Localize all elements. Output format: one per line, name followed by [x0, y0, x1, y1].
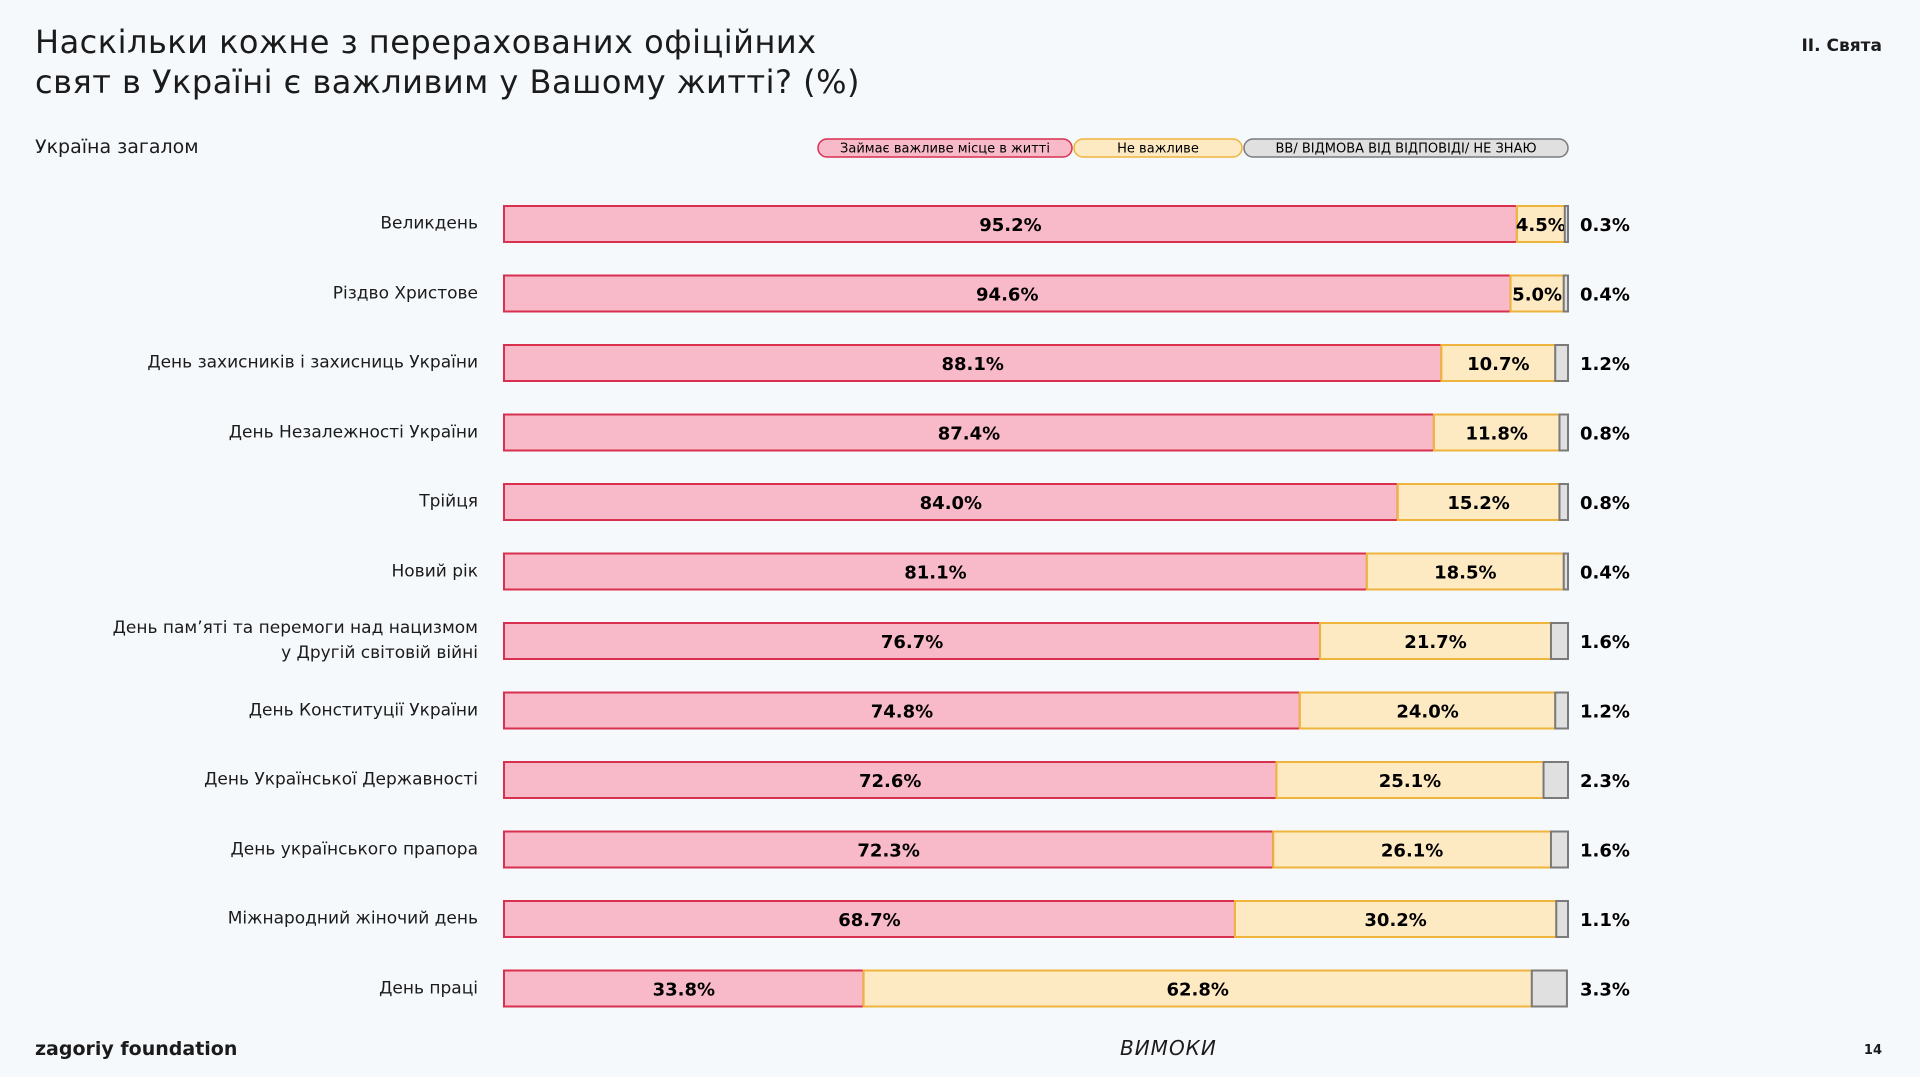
value-label: 72.6%	[859, 771, 921, 792]
value-label: 72.3%	[857, 841, 919, 862]
bar-segment	[503, 830, 1275, 869]
legend-label: Займає важливе місце в житті	[840, 142, 1050, 157]
bar-segment	[1549, 830, 1569, 869]
value-label: 26.1%	[1381, 841, 1443, 862]
bar-segment	[862, 969, 1533, 1008]
value-label: 15.2%	[1447, 493, 1509, 514]
bar-segment	[1554, 691, 1570, 730]
category-label: Великдень	[380, 213, 478, 234]
value-label: 0.8%	[1580, 493, 1630, 514]
legend-swatch	[1073, 138, 1243, 158]
value-label: 1.6%	[1580, 632, 1630, 653]
value-label: 0.8%	[1580, 424, 1630, 445]
bar-segment	[1558, 413, 1570, 452]
value-label: 95.2%	[979, 215, 1041, 236]
bar-segment	[1562, 552, 1570, 591]
page-number: 14	[1863, 1043, 1882, 1058]
value-label: 10.7%	[1467, 354, 1529, 375]
value-label: 11.8%	[1465, 424, 1527, 445]
value-label: 5.0%	[1512, 285, 1562, 306]
category-label: День Конституції України	[248, 700, 478, 720]
bar-segment	[503, 622, 1322, 660]
bar-segment	[1558, 483, 1570, 521]
bar-segment	[503, 483, 1399, 521]
bar-segment	[503, 205, 1518, 243]
value-label: 68.7%	[838, 910, 900, 931]
legend-swatch	[817, 138, 1073, 158]
bar-segment	[1233, 900, 1558, 938]
bar-segment	[1562, 274, 1570, 313]
bar-segment	[1530, 969, 1568, 1008]
bar-segment	[503, 413, 1435, 452]
brand: zagoriy foundation	[35, 1038, 238, 1060]
subtitle: Україна загалом	[35, 136, 199, 158]
bar-segment	[503, 900, 1236, 938]
category-label: День українського прапора	[230, 839, 478, 859]
section-label: ІІ. Свята	[1801, 36, 1882, 56]
value-label: 74.8%	[871, 702, 933, 723]
bar-segment	[503, 761, 1278, 799]
value-label: 33.8%	[653, 980, 715, 1001]
value-label: 0.3%	[1580, 215, 1630, 236]
category-label: Різдво Христове	[332, 283, 478, 303]
bar-segment	[1563, 205, 1569, 243]
category-label: День Української Державності	[204, 769, 478, 790]
bar-segment	[1555, 900, 1570, 938]
value-label: 25.1%	[1379, 771, 1441, 792]
value-label: 21.7%	[1404, 632, 1466, 653]
category-label: Трійця	[419, 491, 478, 512]
legend-swatch	[1243, 138, 1569, 158]
value-label: 84.0%	[920, 493, 982, 514]
value-label: 30.2%	[1364, 910, 1426, 931]
legend-label: Не важливе	[1117, 142, 1199, 157]
value-label: 87.4%	[938, 424, 1000, 445]
legend-label: ВВ/ ВІДМОВА ВІД ВІДПОВІДІ/ НЕ ЗНАЮ	[1275, 142, 1536, 157]
value-label: 1.2%	[1580, 354, 1630, 375]
value-label: 24.0%	[1396, 702, 1458, 723]
value-label: 88.1%	[941, 354, 1003, 375]
bar-segment	[1298, 691, 1557, 730]
category-label: День праці	[379, 978, 478, 998]
bar-segment	[1432, 413, 1561, 452]
bar-segment	[1549, 622, 1569, 660]
bar-segment	[503, 969, 865, 1008]
value-label: 1.1%	[1580, 910, 1630, 931]
value-label: 76.7%	[881, 632, 943, 653]
category-label: Новий рік	[391, 561, 479, 581]
bar-segment	[1275, 761, 1545, 799]
value-label: 62.8%	[1167, 980, 1229, 1001]
value-label: 81.1%	[904, 563, 966, 584]
value-label: 0.4%	[1580, 285, 1630, 306]
bar-segment	[1272, 830, 1552, 869]
value-label: 3.3%	[1580, 980, 1630, 1001]
value-label: 94.6%	[976, 285, 1038, 306]
bar-segment	[1509, 274, 1565, 313]
bar-segment	[1554, 344, 1570, 382]
value-label: 2.3%	[1580, 771, 1630, 792]
category-label: День пам’яті та перемоги над нацизмом у …	[112, 618, 478, 663]
value-label: 4.5%	[1516, 215, 1566, 236]
value-label: 1.2%	[1580, 702, 1630, 723]
logo: ВИМОКИ	[1120, 1036, 1217, 1060]
bar-segment	[503, 344, 1443, 382]
category-label: Міжнародний жіночий день	[227, 908, 478, 929]
value-label: 18.5%	[1434, 563, 1496, 584]
category-label: День Незалежності України	[228, 422, 478, 442]
title: Наскільки кожне з перерахованих офіційни…	[35, 23, 861, 101]
bar-segment	[1515, 205, 1566, 243]
value-label: 1.6%	[1580, 841, 1630, 862]
value-label: 0.4%	[1580, 563, 1630, 584]
category-label: День захисників і захисниць України	[147, 352, 478, 373]
bar-segment	[503, 691, 1301, 730]
bar-segment	[1542, 761, 1569, 799]
